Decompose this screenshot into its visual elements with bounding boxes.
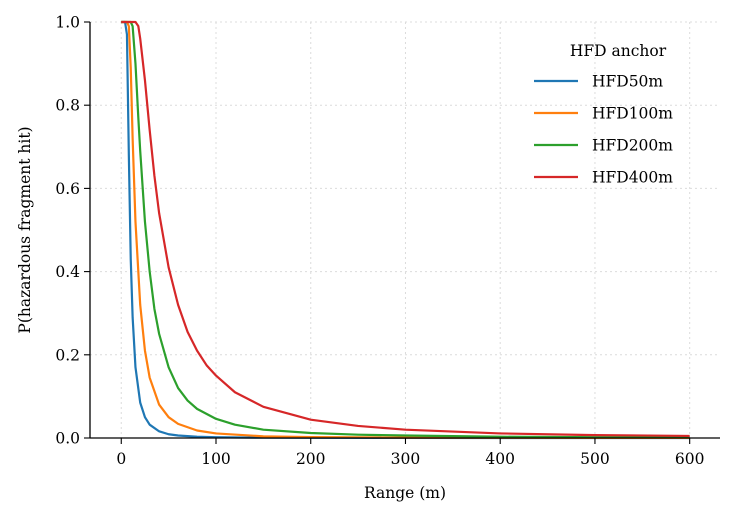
x-axis-title: Range (m) xyxy=(364,484,446,502)
series-line-hfd200m xyxy=(121,20,690,439)
legend: HFD anchor HFD50m HFD100m HFD200m HFD400m xyxy=(534,42,673,187)
legend-label-hfd400m: HFD400m xyxy=(592,169,673,187)
x-tick-label: 500 xyxy=(580,450,610,468)
y-axis-title: P(hazardous fragment hit) xyxy=(16,126,34,333)
y-tick-label: 1.0 xyxy=(55,14,80,32)
legend-label-hfd50m: HFD50m xyxy=(592,73,663,91)
axes: 0 100 200 300 400 500 600 0.0 0.2 0.4 0.6 0.8 1.0 xyxy=(55,14,720,468)
legend-title: HFD anchor xyxy=(570,42,667,60)
x-tick-label: 100 xyxy=(201,450,231,468)
legend-label-hfd100m: HFD100m xyxy=(592,105,673,123)
x-tick-label: 400 xyxy=(485,450,515,468)
x-tick-label: 300 xyxy=(391,450,421,468)
y-tick-label: 0.8 xyxy=(55,97,80,115)
x-tick-label: 600 xyxy=(675,450,705,468)
x-tick-label: 200 xyxy=(296,450,326,468)
legend-label-hfd200m: HFD200m xyxy=(592,137,673,155)
series-line-hfd400m xyxy=(121,20,690,438)
x-tick-label: 0 xyxy=(116,450,126,468)
y-tick-label: 0.4 xyxy=(55,263,80,281)
y-tick-label: 0.2 xyxy=(55,346,80,364)
y-tick-label: 0.0 xyxy=(55,430,80,448)
y-tick-label: 0.6 xyxy=(55,180,80,198)
